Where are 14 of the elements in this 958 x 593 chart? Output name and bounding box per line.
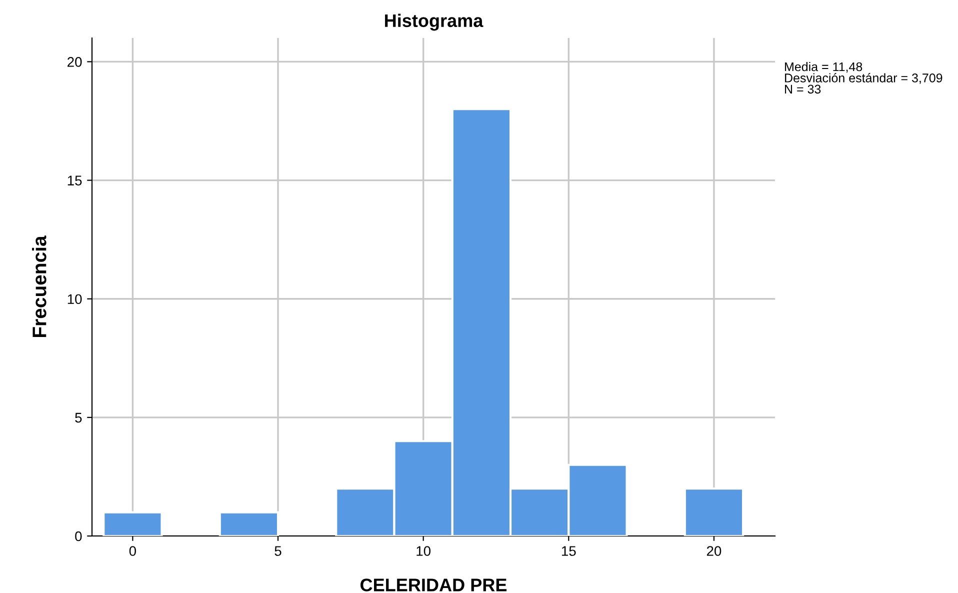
x-tick-label: 15: [562, 546, 576, 556]
chart-title: Histograma: [385, 14, 484, 31]
text: Media = 11,48 Desviación estándar = 3,709 N = 33: [785, 62, 942, 94]
y-axis-title: Frecuencia: [32, 236, 46, 338]
y-tick-label: 10: [68, 294, 82, 304]
y-tick-label: 15: [68, 176, 82, 186]
x-tick-label: 0: [129, 546, 136, 556]
y-tick-label: 0: [75, 531, 82, 542]
x-tick-label: 5: [274, 546, 282, 556]
y-tick-label: 20: [68, 57, 82, 67]
x-axis-title: CELERIDAD PRE: [360, 578, 507, 592]
x-tick-label: 20: [706, 546, 722, 556]
x-tick-label: 10: [416, 546, 431, 556]
y-tick-label: 5: [75, 412, 82, 423]
